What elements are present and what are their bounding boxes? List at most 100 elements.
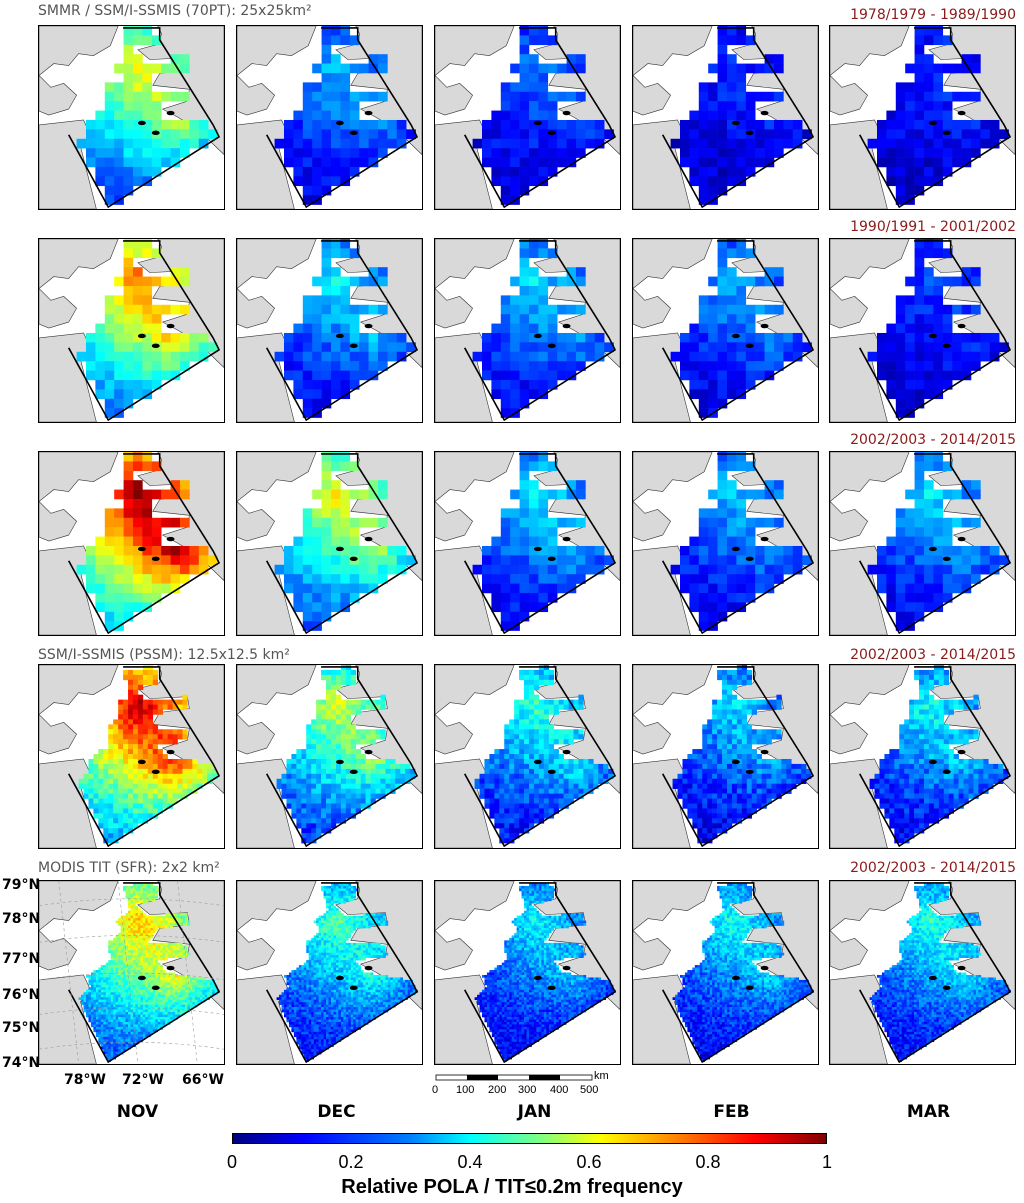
island <box>533 120 542 126</box>
island <box>533 333 542 339</box>
island <box>137 333 146 339</box>
month-label-dec: DEC <box>317 1102 356 1122</box>
land-mass <box>830 501 868 542</box>
island <box>760 749 769 755</box>
region-boundary <box>463 453 617 635</box>
land-mass <box>435 452 515 502</box>
land-mass <box>237 452 317 502</box>
land-mass <box>237 974 295 1064</box>
scale-unit: km <box>594 1070 609 1082</box>
island <box>349 769 358 775</box>
island <box>335 120 344 126</box>
map-panel-row4-nov <box>38 664 225 849</box>
region-boundary <box>67 453 221 635</box>
lat-label-75: 75°N <box>2 1020 41 1036</box>
island <box>942 343 951 349</box>
island <box>364 965 373 971</box>
island <box>562 749 571 755</box>
region-boundary <box>858 453 1012 635</box>
island <box>942 556 951 562</box>
island <box>731 333 740 339</box>
island <box>928 546 937 552</box>
map-panel-row3-nov <box>38 451 225 636</box>
land-mass <box>830 239 910 289</box>
island <box>760 965 769 971</box>
region-boundary <box>463 27 617 209</box>
land-mass <box>39 665 119 715</box>
land-mass <box>633 665 713 715</box>
island <box>335 975 344 981</box>
land-mass <box>633 714 671 755</box>
island <box>957 323 966 329</box>
region-boundary <box>463 666 617 848</box>
map-panel-row1-dec <box>236 25 423 210</box>
map-panel-row5-dec <box>236 880 423 1065</box>
land-mass <box>435 758 493 848</box>
land-mass <box>830 665 910 715</box>
row5-period: 2002/2003 - 2014/2015 <box>850 860 1016 876</box>
region-boundary <box>67 666 221 848</box>
island <box>562 323 571 329</box>
land-mass <box>830 758 888 848</box>
land-mass <box>237 758 295 848</box>
island <box>137 975 146 981</box>
island <box>547 769 556 775</box>
land-mass <box>633 501 671 542</box>
land-mass <box>39 930 77 971</box>
scale-tick-100: 100 <box>456 1084 475 1096</box>
land-mass <box>435 665 515 715</box>
region-boundary <box>265 240 419 422</box>
land-mass <box>435 288 473 329</box>
island <box>335 759 344 765</box>
region-boundary <box>661 666 815 848</box>
map-panel-row3-mar <box>829 451 1016 636</box>
land-mass <box>830 930 868 971</box>
island <box>745 556 754 562</box>
lon-label-78w: 78°W <box>64 1072 106 1088</box>
island <box>745 985 754 991</box>
map-panel-row4-jan <box>434 664 621 849</box>
land-mass <box>633 452 713 502</box>
row5-label: MODIS TIT (SFR): 2x2 km² <box>38 860 220 876</box>
island <box>151 130 160 136</box>
row1-period: 1978/1979 - 1989/1990 <box>850 7 1016 23</box>
island <box>760 323 769 329</box>
island <box>957 536 966 542</box>
land-mass <box>237 288 275 329</box>
island <box>745 130 754 136</box>
island <box>745 343 754 349</box>
island <box>364 749 373 755</box>
region-boundary <box>858 882 1012 1064</box>
island <box>166 110 175 116</box>
island <box>957 749 966 755</box>
island <box>957 110 966 116</box>
colorbar-tick-0.6: 0.6 <box>576 1152 602 1172</box>
row2-period: 1990/1991 - 2001/2002 <box>850 219 1016 235</box>
island <box>166 323 175 329</box>
island <box>151 985 160 991</box>
land-mass <box>39 501 77 542</box>
island <box>547 130 556 136</box>
island <box>547 985 556 991</box>
island <box>562 110 571 116</box>
land-mass <box>633 239 713 289</box>
map-panel-row1-mar <box>829 25 1016 210</box>
land-mass <box>39 881 119 931</box>
land-mass <box>237 26 317 76</box>
region-boundary <box>67 240 221 422</box>
island <box>533 975 542 981</box>
land-mass <box>39 714 77 755</box>
land-mass <box>435 881 515 931</box>
map-panel-row3-jan <box>434 451 621 636</box>
island <box>928 333 937 339</box>
island <box>349 985 358 991</box>
region-boundary <box>661 882 815 1064</box>
island <box>349 130 358 136</box>
lat-label-76: 76°N <box>2 987 41 1003</box>
land-mass <box>237 665 317 715</box>
scale-tick-0: 0 <box>432 1084 439 1096</box>
island <box>533 546 542 552</box>
map-panel-row2-mar <box>829 238 1016 423</box>
month-label-mar: MAR <box>906 1102 951 1122</box>
island <box>942 769 951 775</box>
